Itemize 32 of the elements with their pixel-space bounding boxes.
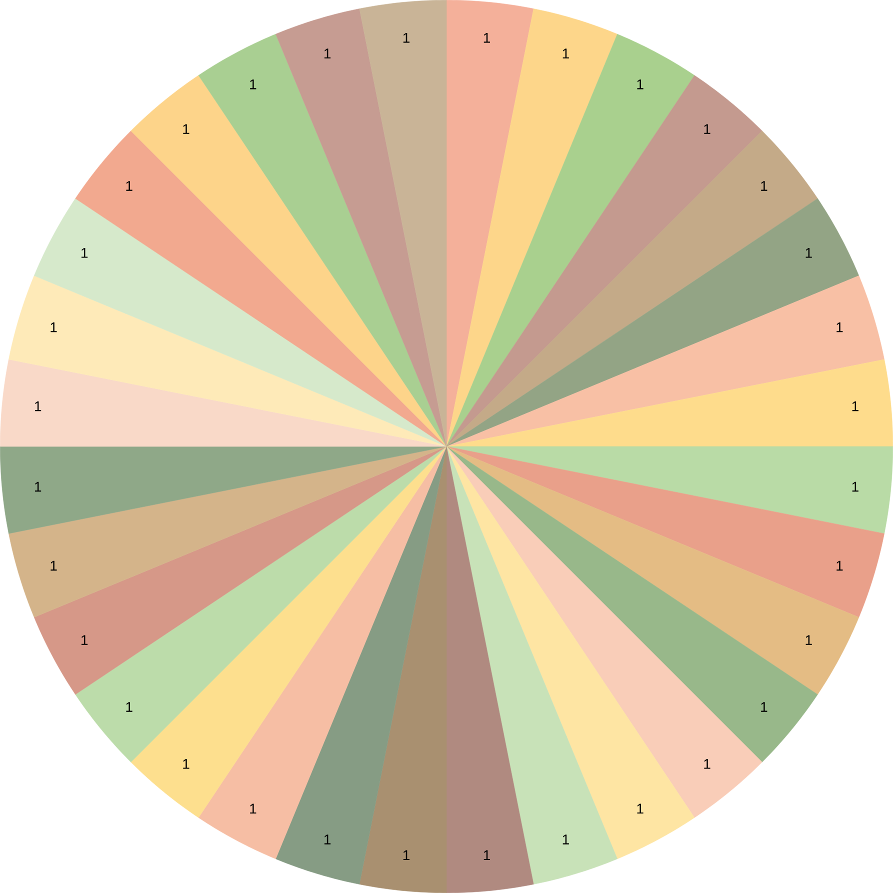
- data-label: 1: [126, 702, 132, 712]
- data-label: 1: [761, 181, 768, 191]
- data-label: 1: [562, 834, 569, 844]
- data-label: 1: [704, 124, 710, 134]
- data-label: 1: [324, 834, 331, 844]
- data-label: 1: [126, 181, 132, 191]
- data-label: 1: [852, 401, 858, 412]
- data-label: 1: [81, 635, 88, 645]
- data-label: 1: [324, 48, 331, 58]
- data-label: 1: [704, 759, 710, 769]
- data-label: 1: [250, 79, 256, 90]
- data-label: 1: [50, 560, 57, 571]
- data-label: 1: [637, 79, 644, 90]
- data-label: 1: [403, 32, 410, 43]
- data-label: 1: [836, 560, 843, 571]
- data-label: 1: [761, 702, 768, 712]
- data-label: 1: [250, 804, 256, 814]
- data-label: 1: [183, 124, 190, 134]
- data-label: 1: [183, 759, 190, 769]
- data-label: 1: [50, 322, 57, 332]
- data-label: 1: [34, 401, 42, 412]
- data-label: 1: [34, 482, 42, 492]
- data-label: 1: [81, 248, 88, 258]
- data-label: 1: [806, 635, 812, 645]
- data-label: 1: [484, 32, 490, 43]
- data-label: 1: [484, 850, 490, 860]
- data-label: 1: [562, 48, 569, 58]
- data-label: 1: [806, 248, 812, 258]
- data-label: 1: [403, 850, 410, 860]
- data-label: 1: [836, 322, 843, 332]
- data-label: 1: [852, 482, 858, 492]
- data-label: 1: [637, 804, 644, 814]
